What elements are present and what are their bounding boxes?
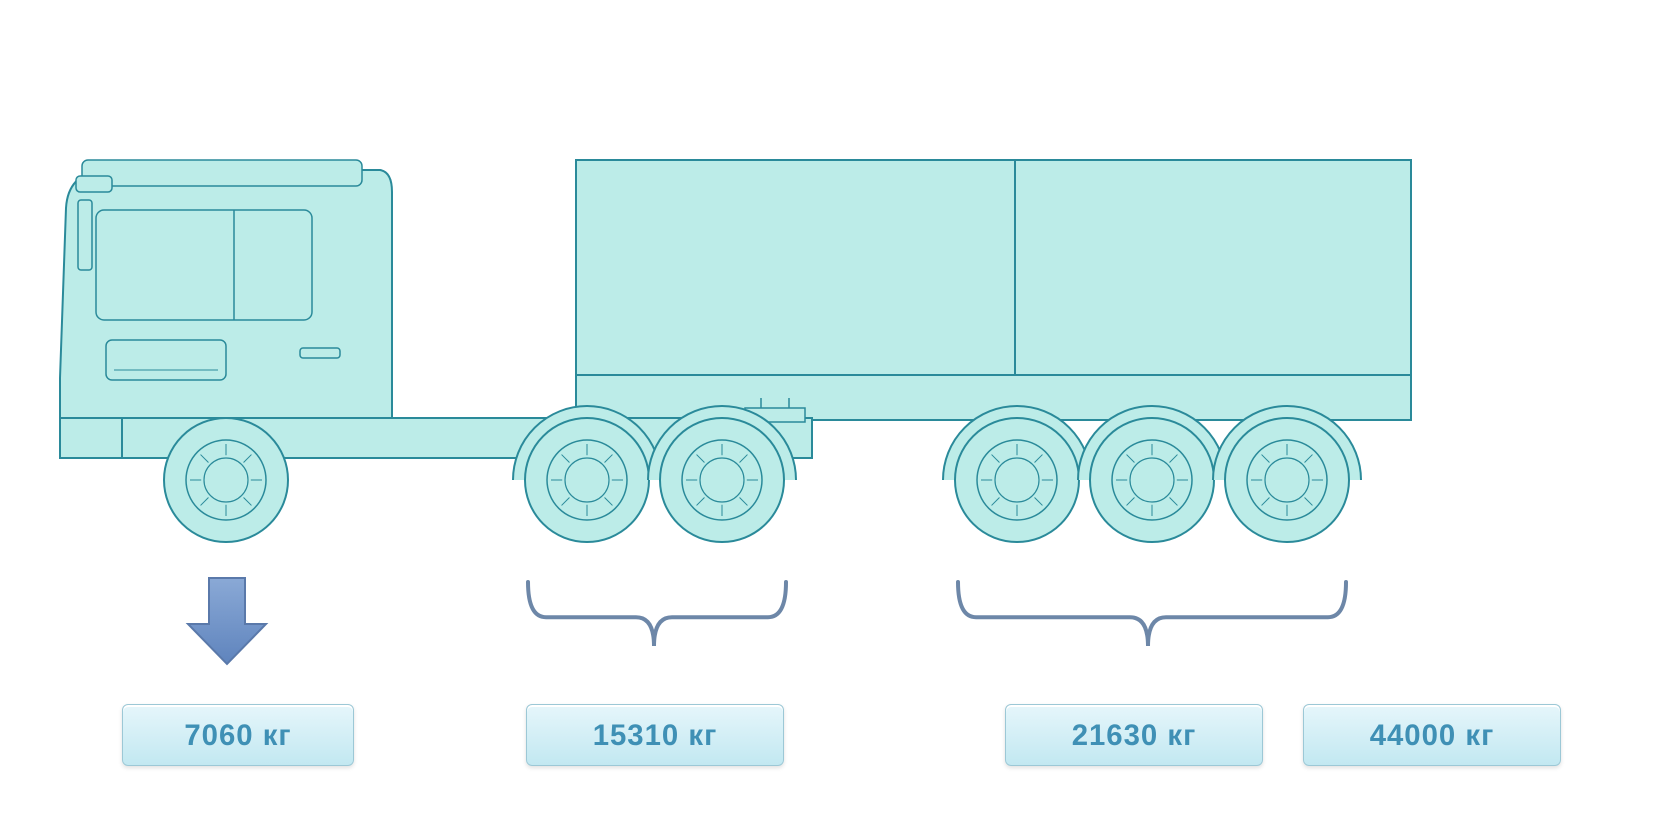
brace-tractor bbox=[528, 582, 786, 646]
weight-label-front-axle: 7060 кг bbox=[122, 704, 354, 766]
brace-trailer bbox=[958, 582, 1346, 646]
weight-label-total: 44000 кг bbox=[1303, 704, 1561, 766]
down-arrow-icon bbox=[188, 578, 266, 664]
weight-value: 21630 кг bbox=[1072, 719, 1197, 752]
weight-label-tractor-axles: 15310 кг bbox=[526, 704, 784, 766]
weight-label-trailer-axles: 21630 кг bbox=[1005, 704, 1263, 766]
weight-value: 15310 кг bbox=[593, 719, 718, 752]
truck-illustration bbox=[0, 0, 1680, 580]
weight-value: 7060 кг bbox=[184, 719, 291, 752]
truck-axle-load-diagram: 7060 кг 15310 кг 21630 кг 44000 кг bbox=[0, 0, 1680, 839]
weight-value: 44000 кг bbox=[1370, 719, 1495, 752]
